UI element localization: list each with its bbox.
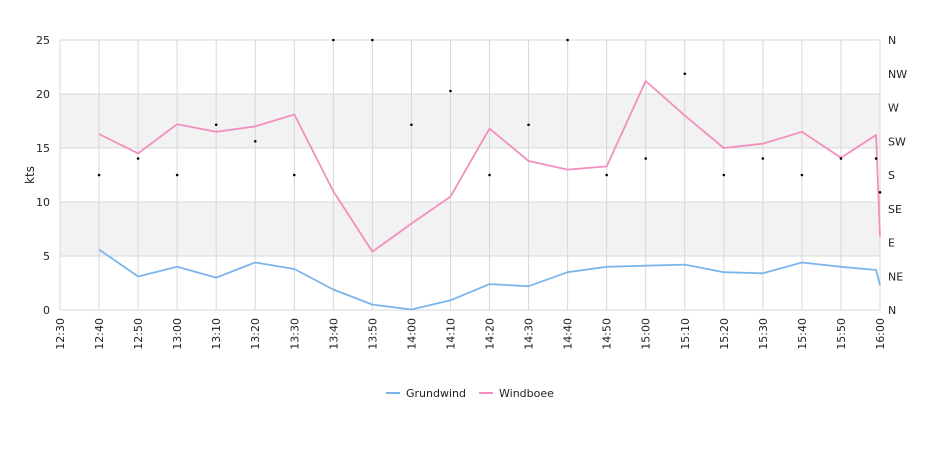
- x-tick-label: 12:40: [93, 318, 106, 350]
- x-tick-label: 13:40: [327, 318, 340, 350]
- vertical-gridlines: [59, 40, 881, 310]
- legend-label-grundwind: Grundwind: [406, 387, 466, 400]
- x-tick-label: 13:20: [249, 318, 262, 350]
- direction-point: [136, 157, 140, 160]
- y-tick-label: 0: [43, 304, 50, 317]
- y-tick-label: 25: [36, 34, 50, 47]
- x-tick-label: 14:50: [601, 318, 614, 350]
- y-tick-label: 15: [36, 142, 50, 155]
- direction-point: [874, 157, 878, 160]
- y2-tick-label: E: [888, 237, 895, 250]
- x-tick-label: 15:50: [835, 318, 848, 350]
- direction-point: [722, 173, 726, 177]
- x-tick-label: 14:00: [405, 318, 418, 350]
- y2-tick-label: NW: [888, 68, 907, 81]
- x-tick-label: 15:30: [757, 318, 770, 350]
- y2-tick-label: N: [888, 34, 896, 47]
- x-tick-label: 13:10: [210, 318, 223, 350]
- plot-band: [60, 202, 880, 256]
- direction-point: [253, 139, 257, 143]
- x-tick-label: 15:20: [718, 318, 731, 350]
- windboee-line: [98, 80, 881, 253]
- y-axis-title: kts: [23, 166, 37, 184]
- direction-point: [839, 157, 843, 160]
- direction-point: [761, 157, 765, 160]
- y2-axis-tick-labels: N NE E SE S SW W NW N: [888, 34, 907, 317]
- x-tick-label: 16:00: [874, 318, 887, 350]
- y2-tick-label: SE: [888, 203, 902, 216]
- y2-tick-label: NE: [888, 270, 903, 283]
- direction-point: [878, 190, 882, 194]
- legend: Grundwind Windboee: [386, 387, 554, 400]
- x-tick-label: 15:40: [796, 318, 809, 350]
- x-tick-label: 13:50: [366, 318, 379, 350]
- direction-point: [800, 173, 804, 177]
- direction-points: [97, 38, 882, 194]
- grundwind-line: [98, 248, 881, 311]
- x-tick-label: 14:40: [562, 318, 575, 350]
- direction-point: [527, 123, 530, 127]
- y2-tick-label: SW: [888, 135, 906, 148]
- x-tick-label: 14:20: [484, 318, 497, 350]
- x-tick-label: 12:30: [54, 318, 67, 350]
- direction-point: [97, 173, 101, 177]
- x-tick-label: 14:30: [523, 318, 536, 350]
- direction-point: [410, 123, 413, 127]
- x-tick-label: 13:00: [171, 318, 184, 350]
- x-tick-label: 15:10: [679, 318, 692, 350]
- direction-point: [683, 72, 687, 76]
- x-tick-label: 14:10: [444, 318, 457, 350]
- y2-tick-label: N: [888, 304, 896, 317]
- y-tick-label: 10: [36, 196, 50, 209]
- direction-point: [449, 89, 452, 93]
- direction-point: [488, 173, 491, 177]
- x-tick-label: 12:50: [132, 318, 145, 350]
- direction-point: [371, 38, 374, 42]
- horizontal-gridlines: [60, 39, 880, 311]
- x-axis-tick-labels: 12:30 12:40 12:50 13:00 13:10 13:20 13:30 13:40…: [54, 318, 887, 350]
- plot-band: [60, 94, 880, 148]
- direction-point: [644, 157, 648, 160]
- y2-tick-label: S: [888, 169, 895, 182]
- x-tick-label: 15:00: [640, 318, 653, 350]
- direction-point: [292, 173, 296, 177]
- direction-point: [214, 123, 218, 127]
- plot-bands: [60, 94, 880, 256]
- x-tick-label: 13:30: [288, 318, 301, 350]
- y-tick-label: 20: [36, 88, 50, 101]
- y-axis-tick-labels: 0 5 10 15 20 25: [36, 34, 50, 317]
- direction-point: [332, 38, 335, 42]
- direction-point: [605, 173, 608, 177]
- series-layer: [98, 80, 881, 311]
- y2-tick-label: W: [888, 102, 899, 115]
- direction-point: [175, 173, 179, 177]
- direction-point: [566, 38, 569, 42]
- y-tick-label: 5: [43, 250, 50, 263]
- legend-label-windboee: Windboee: [499, 387, 554, 400]
